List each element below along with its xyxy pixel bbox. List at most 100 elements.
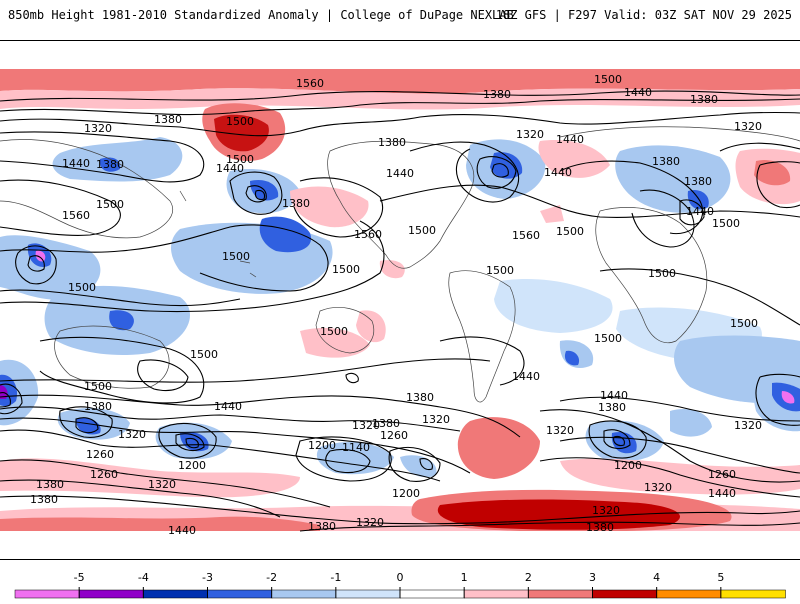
colorbar-tick-label: 2 bbox=[525, 571, 532, 584]
colorbar-segment bbox=[592, 589, 658, 599]
colorbar-segment bbox=[335, 589, 401, 599]
contour-label: 1440 bbox=[62, 157, 90, 170]
contour-label: 1500 bbox=[332, 263, 360, 276]
contour-label: 1500 bbox=[84, 380, 112, 393]
contour-label: 1200 bbox=[308, 439, 336, 452]
contour-label: 1380 bbox=[598, 401, 626, 414]
contour-label: 1500 bbox=[556, 225, 584, 238]
contour-label: 1440 bbox=[600, 389, 628, 402]
contour-label: 1320 bbox=[84, 122, 112, 135]
contour-label: 1380 bbox=[378, 136, 406, 149]
contour-label: 1500 bbox=[320, 325, 348, 338]
contour-label: 1440 bbox=[686, 205, 714, 218]
contour-label: 1320 bbox=[546, 424, 574, 437]
contour-label: 1380 bbox=[684, 175, 712, 188]
colorbar-tick-label: -1 bbox=[330, 571, 341, 584]
colorbar-segment bbox=[14, 589, 80, 599]
colorbar-segment bbox=[271, 589, 337, 599]
contour-label: 1440 bbox=[556, 133, 584, 146]
colorbar-segment bbox=[143, 589, 209, 599]
contour-label: 1260 bbox=[708, 468, 736, 481]
contour-label: 1200 bbox=[614, 459, 642, 472]
contour-label: 1500 bbox=[190, 348, 218, 361]
contour-label: 1500 bbox=[226, 115, 254, 128]
contour-label: 1320 bbox=[734, 120, 762, 133]
contour-label: 1500 bbox=[408, 224, 436, 237]
anomaly-colorbar: -5 -4 -3 -2 -1 0 1 2 3 4 5 bbox=[0, 566, 800, 600]
contour-label: 1500 bbox=[222, 250, 250, 263]
colorbar-tick-label: 0 bbox=[397, 571, 404, 584]
contour-label: 1380 bbox=[30, 493, 58, 506]
colorbar-tick-label: -4 bbox=[138, 571, 149, 584]
contour-label: 1140 bbox=[342, 441, 370, 454]
contour-label: 1320 bbox=[148, 478, 176, 491]
contour-label: 1440 bbox=[708, 487, 736, 500]
colorbar-segment bbox=[78, 589, 145, 599]
contour-label: 1440 bbox=[386, 167, 414, 180]
contour-label: 1320 bbox=[592, 504, 620, 517]
contour-label: 1500 bbox=[68, 281, 96, 294]
anomaly-map: 1560 1500 1440 1380 1380 1320 1380 1500 … bbox=[0, 40, 800, 560]
contour-label: 1500 bbox=[486, 264, 514, 277]
model-valid-time: 18Z GFS | F297 Valid: 03Z SAT NOV 29 202… bbox=[495, 8, 792, 22]
contour-label: 1500 bbox=[712, 217, 740, 230]
contour-label: 1380 bbox=[36, 478, 64, 491]
contour-label: 1500 bbox=[648, 267, 676, 280]
colorbar-tick-label: -3 bbox=[202, 571, 213, 584]
anomaly-shading bbox=[0, 69, 800, 559]
contour-label: 1320 bbox=[644, 481, 672, 494]
contour-label: 1380 bbox=[483, 88, 511, 101]
contour-label: 1380 bbox=[96, 158, 124, 171]
contour-label: 1440 bbox=[624, 86, 652, 99]
contour-label: 1380 bbox=[154, 113, 182, 126]
map-title: 850mb Height 1981-2010 Standardized Anom… bbox=[8, 8, 514, 22]
contour-label: 1380 bbox=[690, 93, 718, 106]
contour-label: 1440 bbox=[214, 400, 242, 413]
contour-label: 1380 bbox=[372, 417, 400, 430]
contour-label: 1380 bbox=[308, 520, 336, 533]
colorbar-segment bbox=[720, 589, 786, 599]
contour-label: 1440 bbox=[168, 524, 196, 537]
contour-label: 1440 bbox=[216, 162, 244, 175]
contour-label: 1560 bbox=[296, 77, 324, 90]
contour-label: 1260 bbox=[90, 468, 118, 481]
colorbar-segment bbox=[399, 589, 465, 599]
map-header: 850mb Height 1981-2010 Standardized Anom… bbox=[0, 0, 800, 30]
colorbar-tick-label: 1 bbox=[461, 571, 468, 584]
contour-label: 1500 bbox=[594, 332, 622, 345]
contour-label: 1440 bbox=[512, 370, 540, 383]
contour-label: 1560 bbox=[62, 209, 90, 222]
contour-label: 1560 bbox=[354, 228, 382, 241]
colorbar-segment bbox=[528, 589, 594, 599]
colorbar-tick-label: -2 bbox=[266, 571, 277, 584]
contour-label: 1500 bbox=[594, 73, 622, 86]
contour-labels: 1560 1500 1440 1380 1380 1320 1380 1500 … bbox=[30, 73, 762, 537]
colorbar-tick-label: 4 bbox=[653, 571, 660, 584]
contour-label: 1380 bbox=[652, 155, 680, 168]
contour-label: 1260 bbox=[380, 429, 408, 442]
contour-label: 1260 bbox=[86, 448, 114, 461]
contour-label: 1200 bbox=[392, 487, 420, 500]
height-contours bbox=[0, 90, 800, 532]
contour-label: 1320 bbox=[516, 128, 544, 141]
contour-label: 1560 bbox=[512, 229, 540, 242]
contour-label: 1500 bbox=[730, 317, 758, 330]
contour-label: 1500 bbox=[96, 198, 124, 211]
contour-label: 1320 bbox=[352, 419, 380, 432]
colorbar-ticks: -5 -4 -3 -2 -1 0 1 2 3 4 5 bbox=[74, 571, 724, 598]
contour-label: 1380 bbox=[282, 197, 310, 210]
colorbar-segment bbox=[656, 589, 722, 599]
contour-label: 1320 bbox=[734, 419, 762, 432]
contour-label: 1380 bbox=[84, 400, 112, 413]
contour-label: 1380 bbox=[406, 391, 434, 404]
contour-label: 1320 bbox=[422, 413, 450, 426]
colorbar-tick-label: 5 bbox=[717, 571, 724, 584]
contour-label: 1320 bbox=[118, 428, 146, 441]
colorbar-tick-label: -5 bbox=[74, 571, 85, 584]
colorbar-tick-label: 3 bbox=[589, 571, 596, 584]
contour-label: 1200 bbox=[178, 459, 206, 472]
colorbar-segment bbox=[463, 589, 530, 599]
colorbar-segment bbox=[207, 589, 273, 599]
contour-label: 1440 bbox=[544, 166, 572, 179]
contour-label: 1500 bbox=[226, 153, 254, 166]
